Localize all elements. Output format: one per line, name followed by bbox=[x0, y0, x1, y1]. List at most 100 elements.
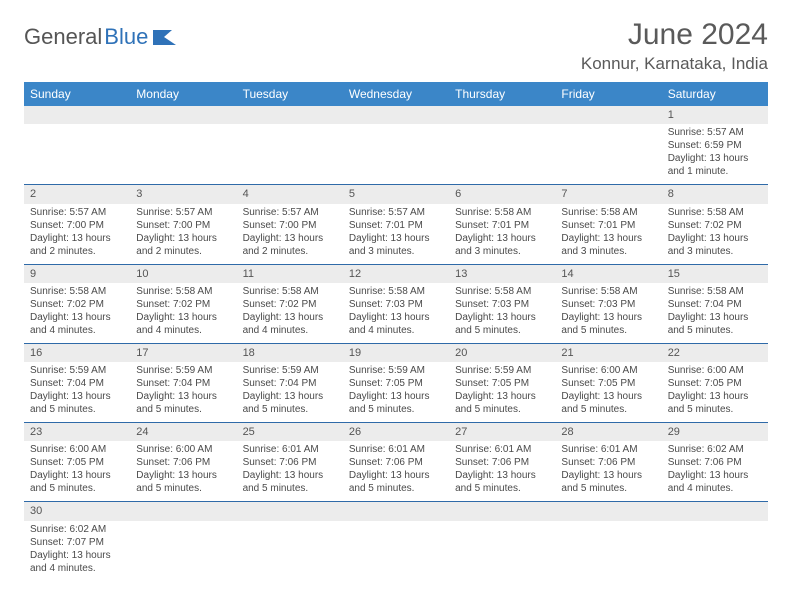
day-info-cell: Sunrise: 5:59 AMSunset: 7:04 PMDaylight:… bbox=[237, 362, 343, 423]
day-info-cell: Sunrise: 5:57 AMSunset: 7:00 PMDaylight:… bbox=[24, 204, 130, 265]
sunset-text: Sunset: 7:05 PM bbox=[668, 377, 762, 390]
day-info-cell: Sunrise: 5:59 AMSunset: 7:04 PMDaylight:… bbox=[130, 362, 236, 423]
sunset-text: Sunset: 7:02 PM bbox=[668, 219, 762, 232]
day-info-cell: Sunrise: 5:57 AMSunset: 6:59 PMDaylight:… bbox=[662, 124, 768, 185]
day-info-cell: Sunrise: 6:01 AMSunset: 7:06 PMDaylight:… bbox=[555, 441, 661, 502]
empty-cell bbox=[130, 106, 236, 124]
daylight-text-1: Daylight: 13 hours bbox=[30, 469, 124, 482]
day-number-cell: 17 bbox=[130, 343, 236, 362]
daylight-text-2: and 3 minutes. bbox=[455, 245, 549, 258]
sunrise-text: Sunrise: 5:58 AM bbox=[30, 285, 124, 298]
day-number-cell: 29 bbox=[662, 423, 768, 442]
daylight-text-2: and 4 minutes. bbox=[349, 324, 443, 337]
sunset-text: Sunset: 7:05 PM bbox=[30, 456, 124, 469]
empty-cell bbox=[555, 521, 661, 581]
sunset-text: Sunset: 7:04 PM bbox=[668, 298, 762, 311]
empty-cell bbox=[130, 521, 236, 581]
empty-cell bbox=[130, 502, 236, 521]
day-info-cell: Sunrise: 6:00 AMSunset: 7:05 PMDaylight:… bbox=[662, 362, 768, 423]
sunrise-text: Sunrise: 6:02 AM bbox=[668, 443, 762, 456]
sunset-text: Sunset: 6:59 PM bbox=[668, 139, 762, 152]
day-info-row: Sunrise: 6:00 AMSunset: 7:05 PMDaylight:… bbox=[24, 441, 768, 502]
daylight-text-2: and 3 minutes. bbox=[668, 245, 762, 258]
day-number-cell: 16 bbox=[24, 343, 130, 362]
sunrise-text: Sunrise: 5:57 AM bbox=[349, 206, 443, 219]
sunrise-text: Sunrise: 5:58 AM bbox=[561, 206, 655, 219]
sunset-text: Sunset: 7:04 PM bbox=[136, 377, 230, 390]
daylight-text-2: and 2 minutes. bbox=[30, 245, 124, 258]
day-info-cell: Sunrise: 5:58 AMSunset: 7:01 PMDaylight:… bbox=[555, 204, 661, 265]
empty-cell bbox=[343, 106, 449, 124]
daylight-text-2: and 4 minutes. bbox=[668, 482, 762, 495]
daylight-text-1: Daylight: 13 hours bbox=[455, 311, 549, 324]
daylight-text-1: Daylight: 13 hours bbox=[668, 390, 762, 403]
daylight-text-1: Daylight: 13 hours bbox=[349, 232, 443, 245]
day-info-cell: Sunrise: 6:02 AMSunset: 7:06 PMDaylight:… bbox=[662, 441, 768, 502]
empty-cell bbox=[237, 124, 343, 185]
day-info-row: Sunrise: 5:57 AMSunset: 6:59 PMDaylight:… bbox=[24, 124, 768, 185]
sunrise-text: Sunrise: 5:57 AM bbox=[30, 206, 124, 219]
empty-cell bbox=[343, 521, 449, 581]
daylight-text-2: and 2 minutes. bbox=[136, 245, 230, 258]
empty-cell bbox=[237, 502, 343, 521]
day-number-cell: 12 bbox=[343, 264, 449, 283]
daylight-text-1: Daylight: 13 hours bbox=[561, 311, 655, 324]
day-info-cell: Sunrise: 6:00 AMSunset: 7:05 PMDaylight:… bbox=[555, 362, 661, 423]
day-number-cell: 21 bbox=[555, 343, 661, 362]
sunset-text: Sunset: 7:05 PM bbox=[561, 377, 655, 390]
sunrise-text: Sunrise: 6:01 AM bbox=[243, 443, 337, 456]
daylight-text-2: and 5 minutes. bbox=[455, 482, 549, 495]
day-info-cell: Sunrise: 5:59 AMSunset: 7:05 PMDaylight:… bbox=[343, 362, 449, 423]
empty-cell bbox=[662, 502, 768, 521]
daylight-text-2: and 5 minutes. bbox=[243, 482, 337, 495]
daylight-text-1: Daylight: 13 hours bbox=[136, 311, 230, 324]
sunrise-text: Sunrise: 6:00 AM bbox=[136, 443, 230, 456]
empty-cell bbox=[555, 502, 661, 521]
day-number-cell: 6 bbox=[449, 185, 555, 204]
sunrise-text: Sunrise: 6:00 AM bbox=[561, 364, 655, 377]
day-number-cell: 1 bbox=[662, 106, 768, 124]
sunset-text: Sunset: 7:00 PM bbox=[243, 219, 337, 232]
sunrise-text: Sunrise: 6:01 AM bbox=[349, 443, 443, 456]
daylight-text-1: Daylight: 13 hours bbox=[668, 469, 762, 482]
day-number-row: 2345678 bbox=[24, 185, 768, 204]
sunset-text: Sunset: 7:04 PM bbox=[30, 377, 124, 390]
daylight-text-1: Daylight: 13 hours bbox=[349, 311, 443, 324]
sunrise-text: Sunrise: 5:58 AM bbox=[136, 285, 230, 298]
day-number-cell: 28 bbox=[555, 423, 661, 442]
empty-cell bbox=[24, 124, 130, 185]
daylight-text-2: and 5 minutes. bbox=[30, 403, 124, 416]
weekday-header: Tuesday bbox=[237, 82, 343, 106]
daylight-text-2: and 5 minutes. bbox=[455, 403, 549, 416]
sunset-text: Sunset: 7:01 PM bbox=[349, 219, 443, 232]
empty-cell bbox=[130, 124, 236, 185]
day-number-cell: 22 bbox=[662, 343, 768, 362]
day-number-cell: 23 bbox=[24, 423, 130, 442]
logo-text-2: Blue bbox=[104, 24, 148, 50]
day-info-cell: Sunrise: 5:57 AMSunset: 7:01 PMDaylight:… bbox=[343, 204, 449, 265]
daylight-text-2: and 4 minutes. bbox=[30, 324, 124, 337]
day-info-cell: Sunrise: 5:58 AMSunset: 7:03 PMDaylight:… bbox=[449, 283, 555, 344]
daylight-text-1: Daylight: 13 hours bbox=[243, 469, 337, 482]
logo: GeneralBlue bbox=[24, 18, 178, 50]
sunrise-text: Sunrise: 5:58 AM bbox=[668, 206, 762, 219]
sunrise-text: Sunrise: 5:59 AM bbox=[349, 364, 443, 377]
day-number-cell: 19 bbox=[343, 343, 449, 362]
daylight-text-2: and 5 minutes. bbox=[668, 324, 762, 337]
daylight-text-1: Daylight: 13 hours bbox=[30, 549, 124, 562]
sunrise-text: Sunrise: 5:59 AM bbox=[243, 364, 337, 377]
weekday-header: Wednesday bbox=[343, 82, 449, 106]
daylight-text-1: Daylight: 13 hours bbox=[561, 390, 655, 403]
daylight-text-1: Daylight: 13 hours bbox=[455, 232, 549, 245]
day-info-row: Sunrise: 5:58 AMSunset: 7:02 PMDaylight:… bbox=[24, 283, 768, 344]
daylight-text-2: and 5 minutes. bbox=[349, 403, 443, 416]
day-number-cell: 4 bbox=[237, 185, 343, 204]
sunrise-text: Sunrise: 6:01 AM bbox=[561, 443, 655, 456]
logo-flag-icon bbox=[152, 29, 178, 47]
day-info-cell: Sunrise: 5:58 AMSunset: 7:02 PMDaylight:… bbox=[24, 283, 130, 344]
day-number-cell: 25 bbox=[237, 423, 343, 442]
sunset-text: Sunset: 7:06 PM bbox=[668, 456, 762, 469]
sunset-text: Sunset: 7:03 PM bbox=[349, 298, 443, 311]
empty-cell bbox=[449, 521, 555, 581]
sunset-text: Sunset: 7:02 PM bbox=[30, 298, 124, 311]
